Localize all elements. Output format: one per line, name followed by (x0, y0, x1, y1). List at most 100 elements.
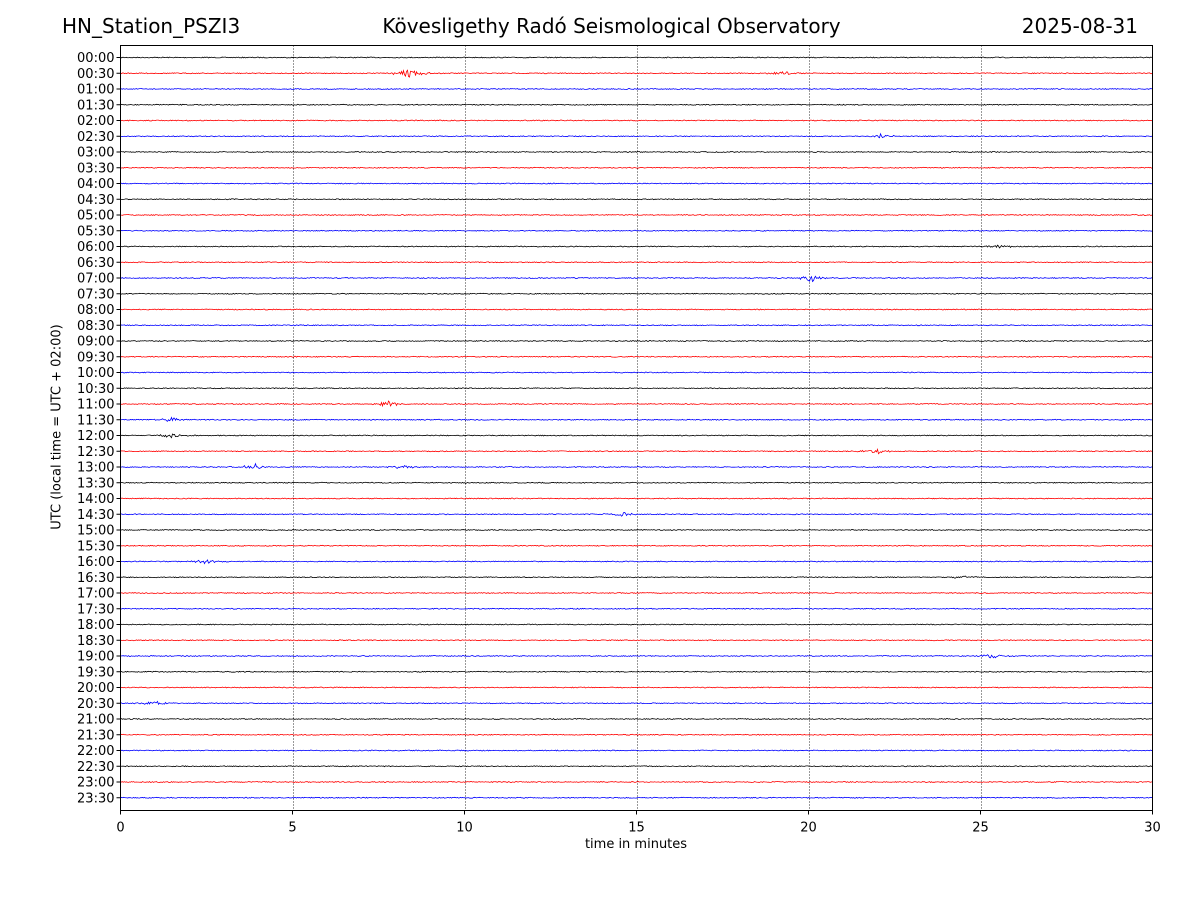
y-tick-label: 23:00 (77, 776, 114, 791)
trace-0530 (120, 229, 1153, 232)
trace-1900 (120, 654, 1153, 659)
trace-1600 (120, 559, 1153, 565)
y-tick-label: 06:30 (77, 256, 114, 271)
trace-1400 (120, 497, 1153, 500)
y-tick-label: 01:00 (77, 83, 114, 98)
y-tick-label: 08:30 (77, 319, 114, 334)
x-tick-label: 5 (288, 821, 296, 836)
trace-0400 (120, 182, 1153, 185)
trace-0330 (120, 166, 1153, 169)
y-tick-label: 22:30 (77, 760, 114, 775)
y-tick-label: 03:00 (77, 146, 114, 161)
trace-2230 (120, 765, 1153, 768)
y-tick-label: 17:30 (77, 602, 114, 617)
trace-2100 (120, 718, 1153, 720)
x-tick-label: 0 (116, 821, 124, 836)
y-tick-label: 02:30 (77, 130, 114, 145)
trace-1230 (120, 448, 1153, 455)
y-tick-label: 18:30 (77, 634, 114, 649)
trace-0500 (120, 214, 1153, 216)
y-tick-label: 00:00 (77, 51, 114, 66)
trace-0930 (120, 355, 1153, 358)
trace-1830 (120, 639, 1153, 642)
trace-0100 (120, 88, 1153, 90)
y-tick-label: 10:00 (77, 366, 114, 381)
trace-1700 (120, 592, 1153, 594)
trace-0430 (120, 198, 1153, 201)
y-axis-label: UTC (local time = UTC + 02:00) (49, 324, 65, 530)
y-tick-label: 15:30 (77, 539, 114, 554)
trace-1000 (120, 371, 1153, 374)
y-tick-label: 01:30 (77, 98, 114, 113)
trace-1930 (120, 670, 1153, 673)
trace-1530 (120, 544, 1153, 547)
trace-1030 (120, 387, 1153, 390)
trace-1200 (120, 433, 1153, 439)
x-axis-label: time in minutes (584, 837, 688, 852)
x-tick-label: 10 (456, 821, 473, 836)
trace-1800 (120, 623, 1153, 626)
y-tick-label: 11:30 (77, 413, 114, 428)
y-tick-label: 09:30 (77, 350, 114, 365)
trace-0830 (120, 324, 1153, 327)
grid-lines (293, 45, 982, 811)
trace-0730 (120, 292, 1153, 295)
x-ticks: 0 5 10 15 20 25 30 (116, 810, 1161, 836)
y-tick-label: 15:00 (77, 524, 114, 539)
y-tick-label: 22:00 (77, 744, 114, 759)
trace-1300 (120, 462, 1153, 469)
y-tick-label: 09:00 (77, 335, 114, 350)
y-tick-label: 19:00 (77, 650, 114, 665)
y-tick-label: 00:30 (77, 67, 114, 82)
trace-0800 (120, 308, 1153, 311)
y-tick-label: 16:30 (77, 571, 114, 586)
trace-2200 (120, 749, 1153, 752)
y-tick-label: 02:00 (77, 114, 114, 129)
trace-2000 (120, 686, 1153, 689)
y-tick-label: 18:00 (77, 618, 114, 633)
trace-2300 (120, 781, 1153, 783)
trace-0230 (120, 132, 1153, 139)
y-tick-label: 20:30 (77, 697, 114, 712)
trace-1330 (120, 481, 1153, 484)
x-tick-label: 20 (800, 821, 817, 836)
y-tick-label: 08:00 (77, 303, 114, 318)
y-tick-label: 07:30 (77, 287, 114, 302)
seismic-traces (120, 56, 1153, 799)
y-tick-label: 17:00 (77, 587, 114, 602)
trace-0200 (120, 119, 1153, 122)
y-tick-label: 04:00 (77, 177, 114, 192)
trace-2130 (120, 733, 1153, 736)
y-tick-label: 16:00 (77, 555, 114, 570)
y-tick-label: 19:30 (77, 665, 114, 680)
y-tick-label: 04:30 (77, 193, 114, 208)
y-tick-label: 12:30 (77, 445, 114, 460)
trace-0630 (120, 261, 1153, 264)
trace-0300 (120, 151, 1153, 153)
trace-0000 (120, 56, 1153, 59)
x-tick-label: 30 (1144, 821, 1161, 836)
y-tick-label: 12:00 (77, 429, 114, 444)
station-title: HN_Station_PSZI3 (62, 14, 241, 38)
trace-2330 (120, 796, 1153, 799)
trace-0130 (120, 103, 1153, 106)
y-tick-label: 21:00 (77, 713, 114, 728)
trace-1500 (120, 529, 1153, 531)
y-tick-label: 23:30 (77, 791, 114, 806)
plot-frame (120, 45, 1153, 811)
trace-0600 (120, 244, 1153, 249)
trace-0900 (120, 340, 1153, 342)
y-tick-label: 05:00 (77, 209, 114, 224)
trace-0030 (120, 69, 1153, 78)
trace-0700 (120, 275, 1153, 283)
observatory-title: Kövesligethy Radó Seismological Observat… (382, 14, 841, 38)
y-tick-label: 21:30 (77, 728, 114, 743)
trace-1630 (120, 575, 1153, 579)
x-tick-label: 15 (628, 821, 645, 836)
y-tick-label: 10:30 (77, 382, 114, 397)
y-tick-label: 06:00 (77, 240, 114, 255)
y-tick-label: 14:30 (77, 508, 114, 523)
x-tick-label: 25 (972, 821, 989, 836)
y-tick-label: 07:00 (77, 272, 114, 287)
